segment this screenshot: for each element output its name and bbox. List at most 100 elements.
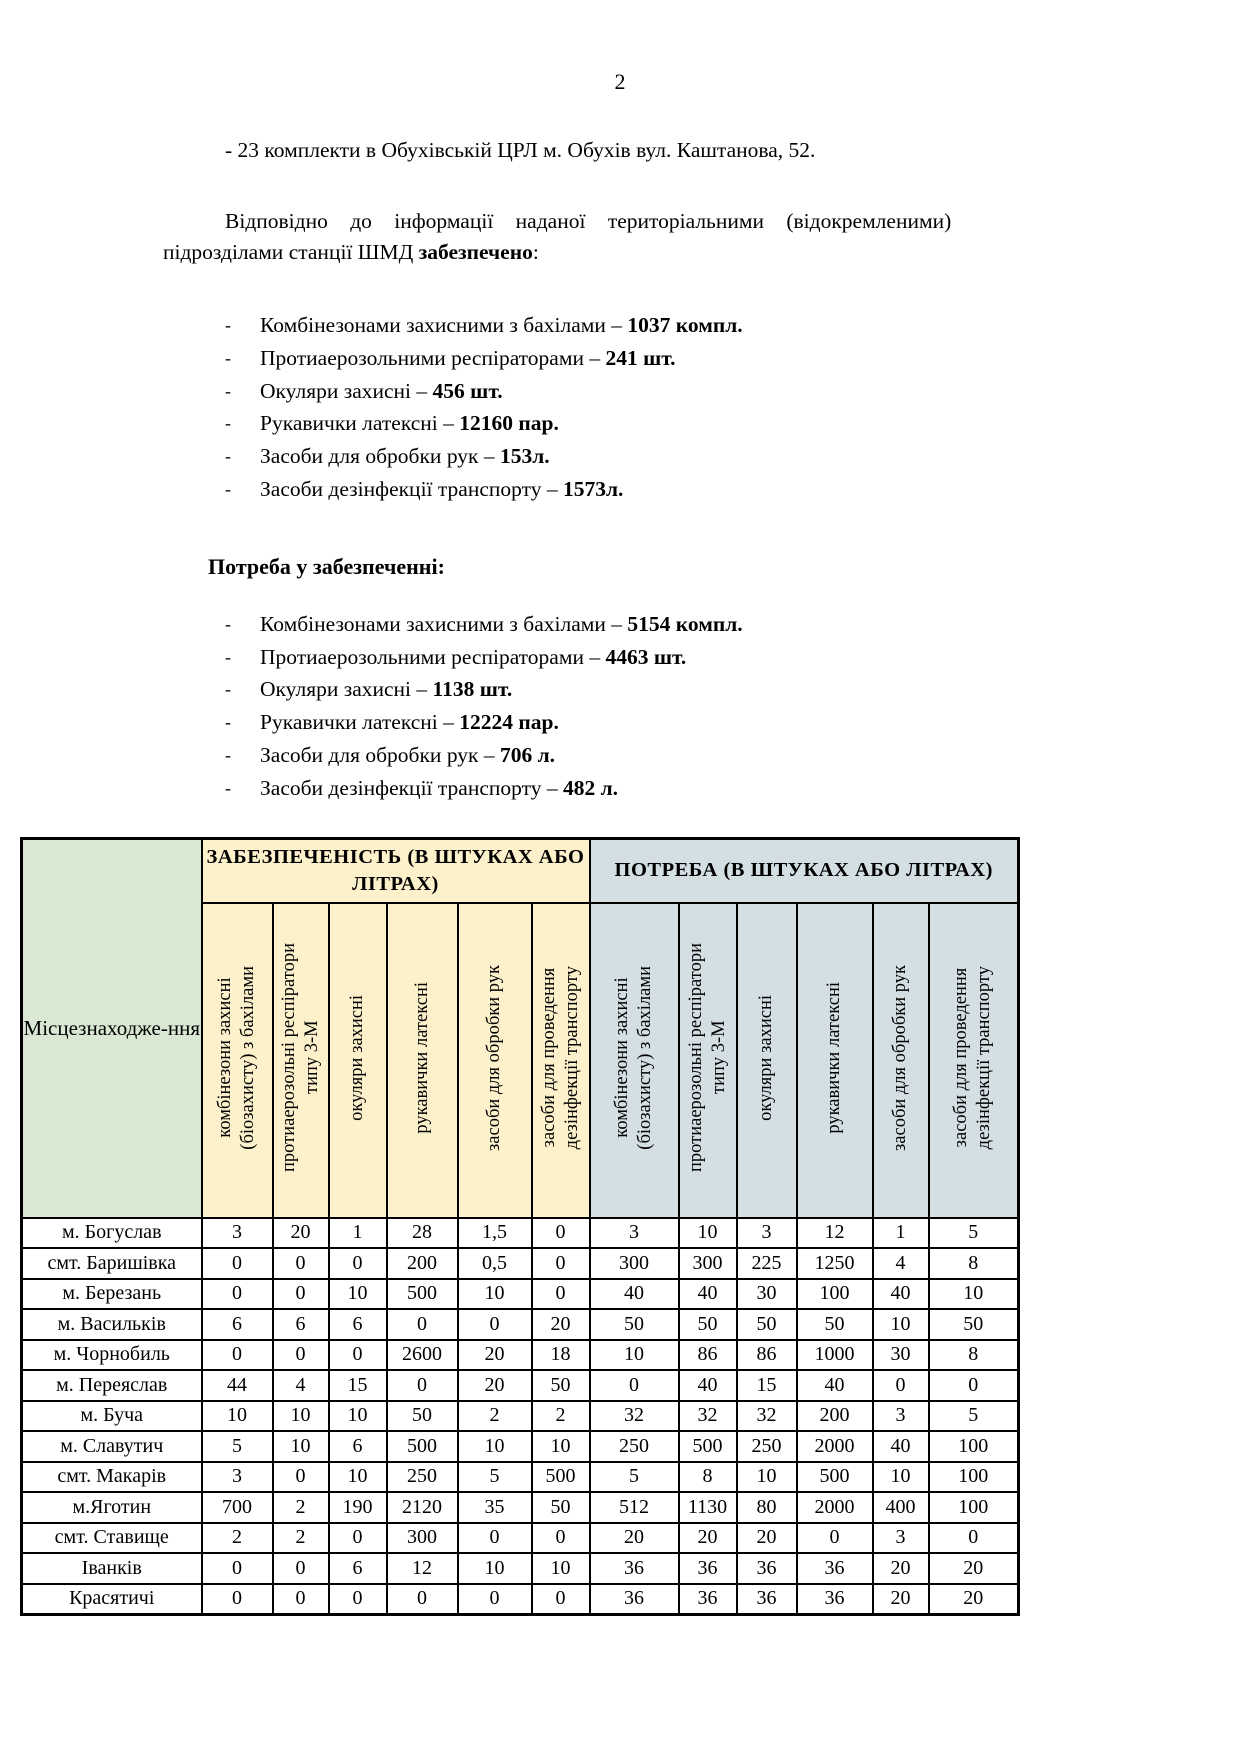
- table-row: м. Березань 0 0 10 500 10 0 40 40 30 100 40 10: [20, 1277, 1020, 1311]
- list-item-value: 4463 шт.: [605, 644, 687, 669]
- list-item-label: Рукавички латексні – 12160 пар.: [260, 411, 559, 436]
- cell-value: 50: [530, 1491, 591, 1524]
- cell-value: 2120: [385, 1491, 459, 1524]
- cell-value: 400: [871, 1491, 930, 1524]
- cell-value: 20: [871, 1552, 930, 1585]
- cell-value: 0: [456, 1582, 533, 1616]
- cell-value: 100: [927, 1430, 1020, 1463]
- cell-value: 100: [795, 1277, 874, 1311]
- col-header-text: рукавички латексні: [824, 981, 844, 1134]
- row-location: м. Березань: [20, 1277, 203, 1311]
- list-item-value: 1573л.: [562, 476, 624, 501]
- list-item-value: 153л.: [499, 444, 550, 469]
- cell-value: 500: [795, 1460, 874, 1494]
- paragraph-intro-line1: Відповідно до інформації наданої територ…: [225, 209, 952, 233]
- paragraph-intro-tail: :: [532, 240, 539, 264]
- list-item: - Засоби для обробки рук – 153л.: [225, 440, 1077, 473]
- cell-value: 20: [456, 1369, 533, 1402]
- cell-value: 0: [927, 1369, 1020, 1402]
- cell-value: 20: [927, 1552, 1020, 1585]
- row-location: м. Буча: [20, 1399, 203, 1433]
- cell-value: 5: [927, 1399, 1020, 1433]
- cell-value: 2: [530, 1399, 591, 1433]
- cell-value: 0: [530, 1582, 591, 1616]
- list-item: - Протиаерозольними респіраторами – 4463 …: [225, 641, 1077, 674]
- cell-value: 30: [871, 1338, 930, 1372]
- list-dash-marker: -: [225, 744, 231, 765]
- table-row: Іванків 0 0 6 12 10 10 36 36 36 36 20 20: [20, 1552, 1020, 1585]
- table-row: м.Яготин 700 2 190 2120 35 50 512 1130 80 2000 400 1…: [20, 1491, 1020, 1524]
- cell-value: 6: [327, 1430, 388, 1463]
- list-dash-marker: -: [225, 478, 231, 499]
- col-header-text: комбінезони захисні (біозахисту) з бахіл…: [215, 965, 258, 1150]
- cell-value: 2: [271, 1521, 330, 1555]
- cell-value: 50: [735, 1308, 798, 1341]
- row-location: м. Славутич: [20, 1430, 203, 1463]
- cell-value: 0: [200, 1582, 274, 1616]
- cell-value: 5: [588, 1460, 680, 1494]
- cell-value: 32: [588, 1399, 680, 1433]
- cell-value: 5: [927, 1216, 1020, 1250]
- list-item: - Окуляри захисні – 1138 шт.: [225, 673, 1077, 706]
- cell-value: 32: [735, 1399, 798, 1433]
- cell-value: 10: [456, 1552, 533, 1585]
- cell-value: 0: [271, 1582, 330, 1616]
- col-header-text: засоби для обробки рук: [484, 964, 504, 1151]
- cell-value: 0: [871, 1369, 930, 1402]
- cell-value: 0: [530, 1277, 591, 1311]
- cell-value: 20: [927, 1582, 1020, 1616]
- cell-value: 1: [871, 1216, 930, 1250]
- table-row: м. Славутич 5 10 6 500 10 10 250 500 250 2000 40 100: [20, 1430, 1020, 1463]
- cell-value: 40: [677, 1277, 738, 1311]
- cell-value: 190: [327, 1491, 388, 1524]
- col-header-text: окуляри захисні: [347, 994, 367, 1121]
- cell-value: 10: [271, 1399, 330, 1433]
- list-item-value: 5154 компл.: [627, 611, 743, 636]
- cell-value: 28: [385, 1216, 459, 1250]
- list-item: - Окуляри захисні – 456 шт.: [225, 375, 1077, 408]
- cell-value: 0: [200, 1277, 274, 1311]
- cell-value: 500: [385, 1430, 459, 1463]
- row-location: смт. Ставище: [20, 1521, 203, 1555]
- cell-value: 10: [735, 1460, 798, 1494]
- cell-value: 700: [200, 1491, 274, 1524]
- cell-value: 8: [927, 1247, 1020, 1280]
- table-row: смт. Макарів 3 0 10 250 5 500 5 8 10 500 10 100: [20, 1460, 1020, 1494]
- list-item-value: 456 шт.: [432, 378, 503, 403]
- cell-value: 40: [588, 1277, 680, 1311]
- cell-value: 0: [456, 1308, 533, 1341]
- list-item-label: Рукавички латексні – 12224 пар.: [260, 710, 559, 735]
- list-item: - Засоби для обробки рук – 706 л.: [225, 739, 1077, 772]
- provided-list: - Комбінезонами захисними з бахілами – 10…: [163, 309, 1077, 506]
- cell-value: 40: [677, 1369, 738, 1402]
- col-header-text: окуляри захисні: [756, 994, 776, 1121]
- list-item: - Комбінезонами захисними з бахілами – 51…: [225, 608, 1077, 641]
- table-row: м. Васильків 6 6 6 0 0 20 50 50 50 50 10 50: [20, 1308, 1020, 1341]
- cell-value: 3: [871, 1521, 930, 1555]
- list-item-label: Окуляри захисні – 1138 шт.: [260, 677, 513, 702]
- list-item-label: Засоби для обробки рук – 706 л.: [260, 742, 556, 767]
- row-location: смт. Макарів: [20, 1460, 203, 1494]
- list-item: - Комбінезонами захисними з бахілами – 10…: [225, 309, 1077, 342]
- cell-value: 32: [677, 1399, 738, 1433]
- cell-value: 10: [530, 1430, 591, 1463]
- cell-value: 36: [795, 1552, 874, 1585]
- cell-value: 500: [385, 1277, 459, 1311]
- cell-value: 0: [327, 1582, 388, 1616]
- cell-value: 36: [735, 1582, 798, 1616]
- cell-value: 10: [327, 1460, 388, 1494]
- cell-value: 2: [456, 1399, 533, 1433]
- section-header-needed: ПОТРЕБА (В ШТУКАХ АБО ЛІТРАХ): [588, 837, 1020, 904]
- cell-value: 10: [327, 1277, 388, 1311]
- cell-value: 200: [385, 1247, 459, 1280]
- cell-value: 20: [588, 1521, 680, 1555]
- list-item-label: Засоби дезінфекції транспорту – 482 л.: [260, 775, 619, 800]
- cell-value: 0: [271, 1460, 330, 1494]
- cell-value: 10: [456, 1430, 533, 1463]
- list-dash-marker: -: [225, 613, 231, 634]
- cell-value: 0: [271, 1247, 330, 1280]
- cell-value: 50: [530, 1369, 591, 1402]
- cell-value: 6: [327, 1308, 388, 1341]
- cell-value: 50: [795, 1308, 874, 1341]
- row-location: м. Переяслав: [20, 1369, 203, 1402]
